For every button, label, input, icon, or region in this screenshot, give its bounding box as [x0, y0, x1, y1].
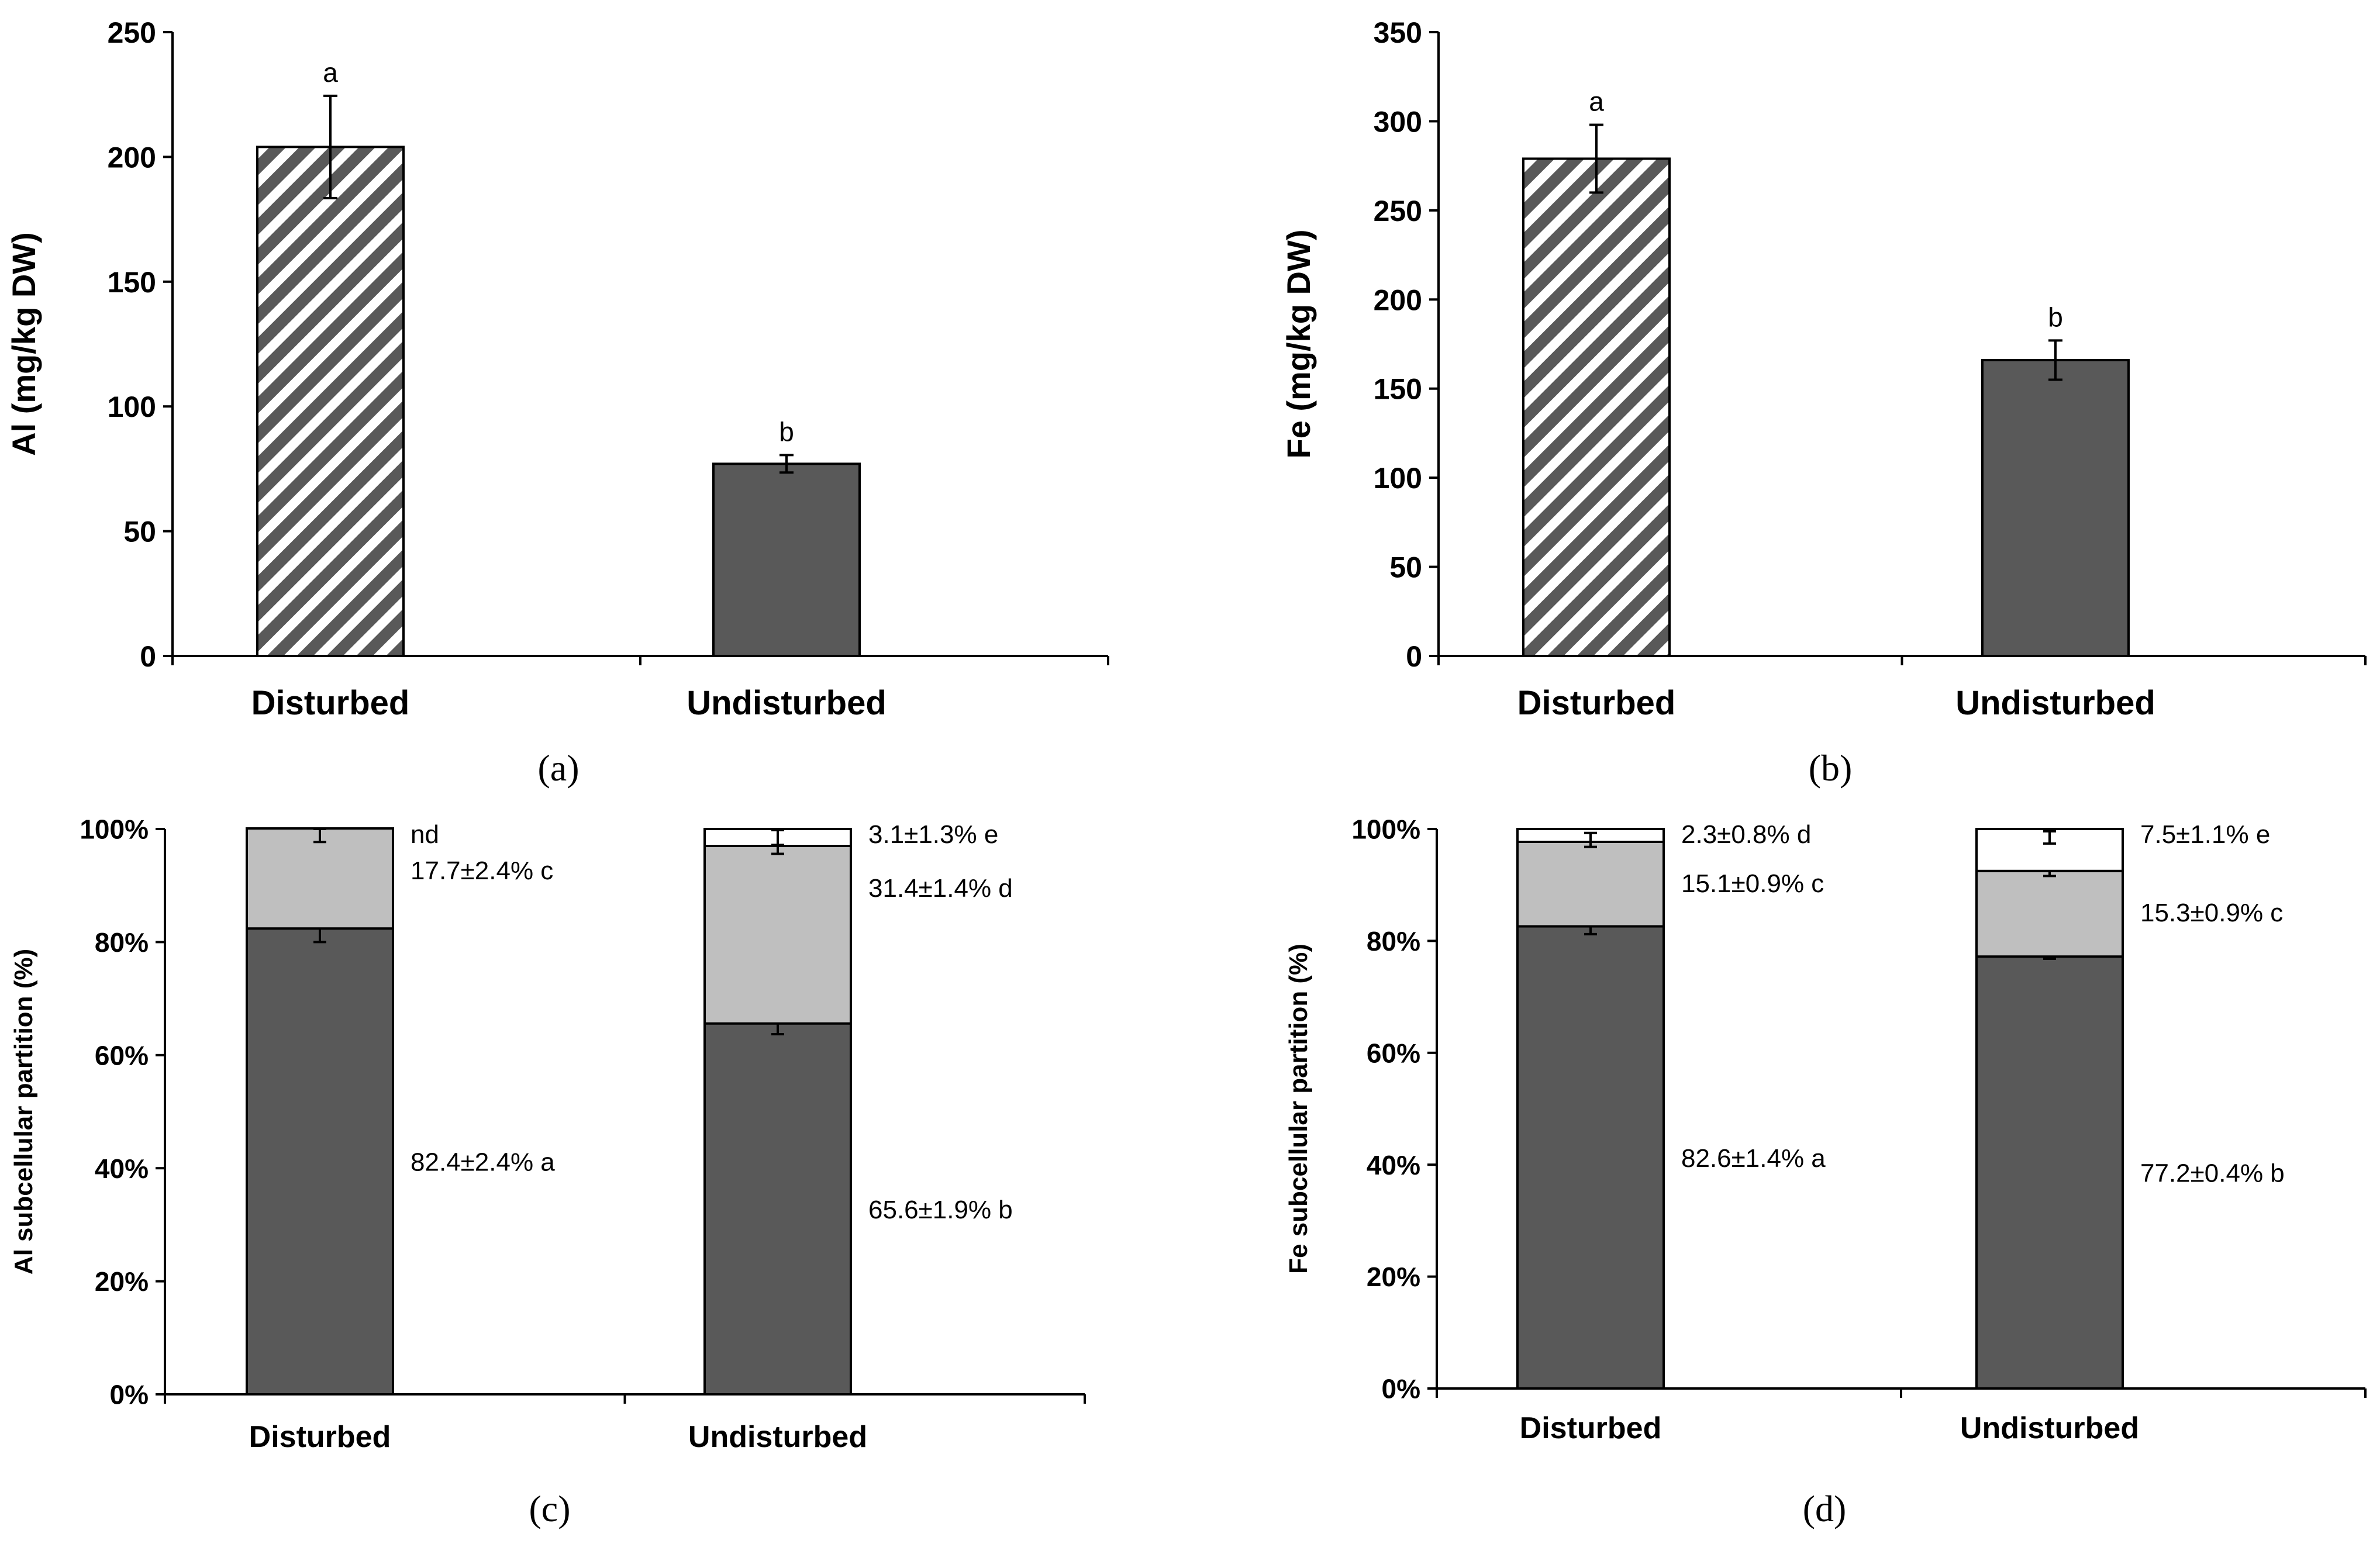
data-label: nd: [411, 820, 439, 849]
x-category-label: Undisturbed: [687, 684, 887, 722]
y-axis-title: Fe subcellular partition (%): [1284, 944, 1313, 1274]
chart-panel-2: a b 0 50 100 150 200 250 300 350 Disturbed Undistur…: [1280, 16, 2367, 789]
stack-segment-disturbed-2: [1516, 841, 1665, 928]
y-tick-label: 350: [1374, 16, 1422, 49]
y-tick-label: 200: [108, 141, 156, 174]
y-tick-label: 40%: [95, 1153, 149, 1184]
stack-segment-undisturbed-1: [1975, 955, 2124, 1390]
y-tick-label: 150: [1374, 373, 1422, 406]
data-label: 77.2±0.4% b: [2140, 1159, 2285, 1188]
x-category-label: Disturbed: [1517, 684, 1676, 722]
bar-undisturbed: [1981, 358, 2130, 657]
y-tick-label: 20%: [1367, 1262, 1420, 1292]
x-category-label: Disturbed: [249, 1420, 391, 1454]
error-bar: [779, 454, 794, 474]
stack-segment-undisturbed-1: [703, 1022, 852, 1396]
x-category-label: Disturbed: [251, 684, 410, 722]
x-category-label: Undisturbed: [1960, 1411, 2139, 1445]
significance-letter: b: [779, 416, 794, 447]
y-tick-label: 100: [1374, 462, 1422, 495]
chart-panel-4: 82.6±1.4% a 15.1±0.9% c 2.3±0.8% d 77.2±0.4…: [1284, 814, 2367, 1529]
error-bar: [2043, 830, 2056, 845]
data-label: 2.3±0.8% d: [1681, 820, 1811, 849]
data-label: 7.5±1.1% e: [2140, 820, 2270, 849]
y-tick-label: 50: [1389, 551, 1422, 584]
stack-segment-undisturbed-3: [1975, 828, 2124, 872]
y-axis-title: Fe (mg/kg DW): [1280, 230, 1317, 459]
x-category-label: Undisturbed: [688, 1420, 867, 1454]
panel-label: (b): [1809, 747, 1853, 789]
stack-segment-disturbed-1: [1516, 925, 1665, 1390]
y-tick-label: 300: [1374, 105, 1422, 138]
significance-letter: a: [323, 57, 338, 88]
stack-segment-disturbed-2: [246, 827, 394, 930]
y-tick-label: 20%: [95, 1266, 149, 1297]
data-label: 3.1±1.3% e: [868, 820, 998, 849]
y-axis-title: Al (mg/kg DW): [5, 232, 42, 456]
y-tick-label: 0: [140, 640, 156, 673]
data-label: 82.4±2.4% a: [411, 1148, 555, 1177]
data-label: 82.6±1.4% a: [1681, 1144, 1826, 1173]
bar-disturbed: [1522, 157, 1671, 658]
y-tick-label: 0%: [110, 1380, 149, 1410]
bar-undisturbed: [712, 462, 861, 657]
y-tick-label: 50: [123, 516, 156, 548]
error-bar: [1584, 831, 1597, 844]
y-tick-label: 60%: [95, 1040, 149, 1070]
chart-panel-3: 82.4±2.4% a 17.7±2.4% c nd 65.6±1.9% b 31.4±…: [9, 814, 1086, 1529]
error-bar: [1589, 123, 1603, 194]
data-label: 31.4±1.4% d: [868, 874, 1013, 903]
significance-letter: a: [1589, 87, 1604, 117]
stack-segment-undisturbed-2: [1975, 869, 2124, 958]
stack-segment-disturbed-1: [246, 927, 394, 1396]
y-tick-label: 250: [108, 16, 156, 49]
y-tick-label: 200: [1374, 284, 1422, 316]
data-label: 15.3±0.9% c: [2140, 899, 2283, 927]
y-tick-label: 100%: [1351, 814, 1420, 845]
stack-segment-undisturbed-2: [703, 845, 852, 1025]
panel-label: (a): [537, 747, 579, 789]
x-category-label: Undisturbed: [1955, 684, 2155, 722]
bar-disturbed: [256, 146, 405, 657]
error-bar: [313, 828, 326, 844]
y-tick-label: 150: [108, 266, 156, 299]
error-bar: [2048, 339, 2062, 381]
chart-panel-1: a b 0 50 100 150 200 250 Disturbed Undisturbed Al …: [5, 16, 1109, 789]
panel-label: (d): [1803, 1488, 1847, 1529]
y-tick-label: 80%: [1367, 926, 1420, 956]
y-axis-title: Al subcellular partition (%): [9, 949, 38, 1274]
y-tick-label: 40%: [1367, 1150, 1420, 1180]
error-bar: [771, 828, 784, 847]
y-tick-label: 100: [108, 391, 156, 423]
data-label: 15.1±0.9% c: [1681, 869, 1824, 898]
x-category-label: Disturbed: [1520, 1411, 1662, 1445]
data-label: 65.6±1.9% b: [868, 1196, 1013, 1224]
significance-letter: b: [2048, 302, 2063, 332]
y-tick-label: 250: [1374, 195, 1422, 227]
y-tick-label: 60%: [1367, 1038, 1420, 1068]
data-label: 17.7±2.4% c: [411, 856, 553, 885]
y-tick-label: 100%: [80, 814, 149, 845]
error-bar: [323, 94, 337, 199]
y-tick-label: 0%: [1382, 1374, 1420, 1404]
y-tick-label: 0: [1406, 640, 1422, 673]
y-tick-label: 80%: [95, 927, 149, 958]
panel-label: (c): [529, 1488, 570, 1529]
